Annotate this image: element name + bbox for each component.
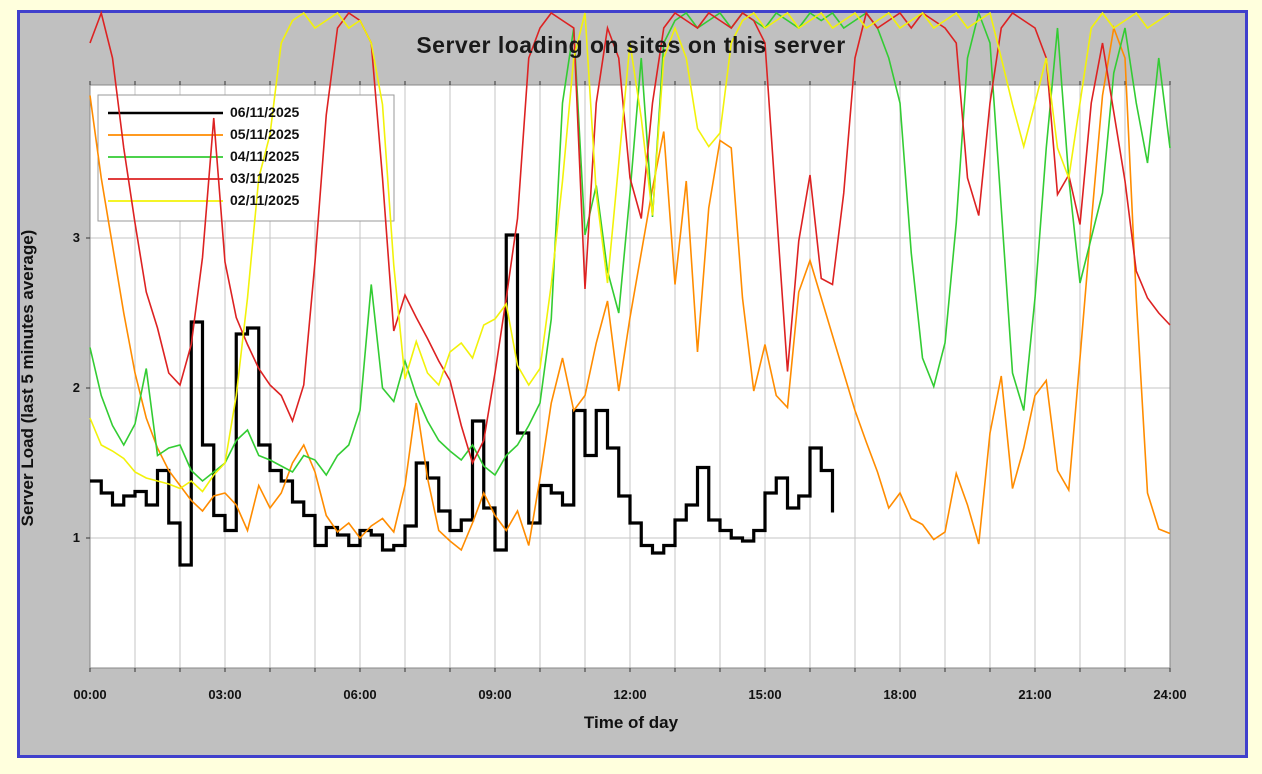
x-tick-label: 09:00 (478, 687, 512, 702)
server-load-chart-image[interactable] (17, 10, 1248, 758)
x-tick-label: 18:00 (883, 687, 917, 702)
y-tick-label: 1 (72, 530, 80, 545)
legend-label: 05/11/2025 (230, 126, 300, 142)
y-tick-label: 2 (72, 380, 80, 395)
legend-label: 06/11/2025 (230, 104, 300, 120)
legend-label: 03/11/2025 (230, 170, 300, 186)
legend-label: 02/11/2025 (230, 192, 300, 208)
x-tick-label: 03:00 (208, 687, 242, 702)
x-tick-label: 15:00 (748, 687, 782, 702)
x-tick-label: 21:00 (1018, 687, 1052, 702)
legend-label: 04/11/2025 (230, 148, 300, 164)
x-tick-label: 06:00 (343, 687, 377, 702)
x-tick-label: 24:00 (1153, 687, 1187, 702)
x-tick-label: 00:00 (73, 687, 107, 702)
x-tick-label: 12:00 (613, 687, 647, 702)
y-tick-label: 3 (72, 230, 80, 245)
